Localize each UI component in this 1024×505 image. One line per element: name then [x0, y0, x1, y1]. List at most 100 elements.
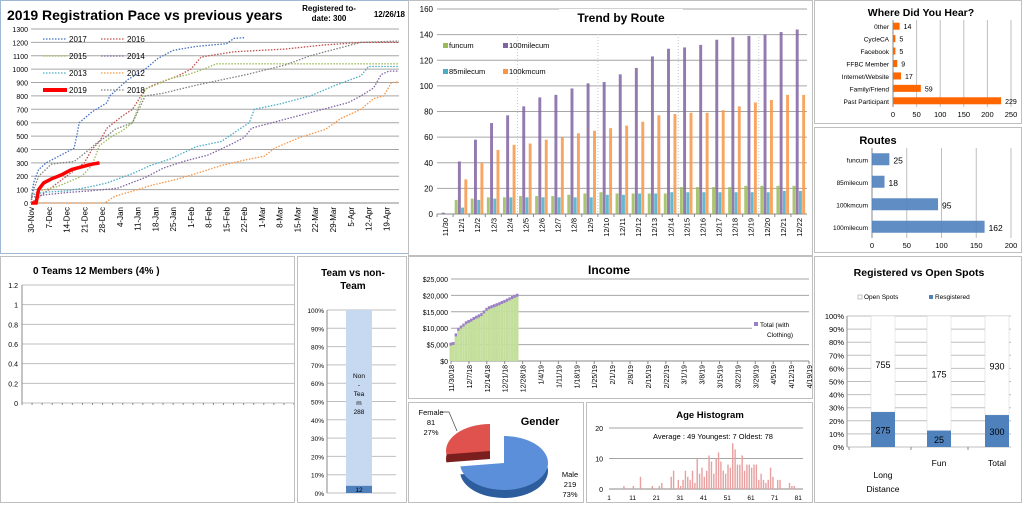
- bar-funcum: [470, 198, 474, 214]
- histogram-bar: [713, 473, 715, 489]
- female-leader-line: [442, 411, 458, 432]
- legend-backdrop: [752, 317, 810, 341]
- bar-funcum: [454, 199, 458, 214]
- histogram-bar: [791, 485, 793, 489]
- x-tick-label: 12/14: [666, 218, 675, 237]
- histogram-bar: [722, 470, 724, 489]
- series-line-2017: [30, 37, 245, 204]
- bar-85milecum: [766, 192, 770, 214]
- value-label: 5: [899, 49, 903, 56]
- income-marker: [464, 321, 468, 325]
- x-tick-label: 12/1: [457, 218, 466, 233]
- histogram-bar: [753, 464, 755, 489]
- x-tick-label: 11-Jan: [134, 207, 143, 231]
- y-tick-label: 40: [424, 159, 433, 168]
- bar-100milecum: [602, 82, 606, 214]
- bar-100milecum: [715, 39, 719, 214]
- histogram-bar: [696, 458, 698, 489]
- y-tick-label: 80%: [311, 345, 324, 352]
- y-tick-label: 0: [429, 210, 434, 219]
- income-marker: [490, 305, 493, 309]
- legend-label: Open Spots: [864, 294, 899, 301]
- legend-swatch-registered: [929, 295, 933, 299]
- legend-label: 2014: [127, 52, 145, 61]
- x-tick-label: 200: [1005, 241, 1018, 250]
- y-tick-label: 60: [424, 133, 433, 142]
- bar-100kmcum: [786, 94, 790, 214]
- income-marker: [462, 323, 465, 327]
- histogram-bar: [703, 476, 706, 489]
- x-tick-label: 2/15/19: [646, 365, 653, 388]
- chart-title: Where Did You Hear?: [868, 7, 974, 19]
- bar-funcum: [535, 196, 539, 214]
- chart-title: Gender: [521, 416, 560, 428]
- value-label: 59: [925, 86, 933, 93]
- bar-100kmcum: [737, 106, 741, 214]
- value-label: 17: [905, 74, 913, 81]
- bar-open-2: [984, 315, 1010, 416]
- x-tick-label: 15-Mar: [293, 207, 302, 233]
- y-tick-label: 1100: [13, 54, 28, 61]
- x-tick-label: 12/20: [763, 218, 772, 237]
- x-tick-label: 3/15/19: [718, 365, 725, 388]
- x-tick-label: 3/29/19: [753, 365, 760, 388]
- x-tick-label: 12/3: [489, 218, 498, 233]
- x-tick-label: 1-Mar: [258, 207, 267, 228]
- male-label: 219: [564, 480, 577, 489]
- legend-label: 2012: [127, 69, 145, 78]
- legend-label: funcum: [449, 41, 474, 50]
- income-marker: [492, 304, 496, 308]
- category-label: Family/Friend: [850, 86, 890, 93]
- y-tick-label: 1200: [12, 40, 28, 47]
- x-tick-label: 4/12/19: [789, 365, 796, 388]
- bar-85milecum: [750, 192, 754, 214]
- bar-funcum: [872, 153, 890, 166]
- y-tick-label: 700: [16, 107, 28, 114]
- y-tick-label: 1: [14, 303, 18, 310]
- bar-funcum: [663, 193, 667, 214]
- x-tick-label: 1/11/19: [556, 365, 563, 388]
- histogram-bar: [710, 461, 713, 489]
- x-tick-label: 0: [870, 241, 874, 250]
- bar-85milecum: [718, 192, 722, 214]
- category-label: 85milecum: [837, 180, 868, 187]
- x-tick-label: 11/30: [441, 218, 450, 236]
- category-label: 100milecum: [833, 225, 868, 232]
- x-tick-label: 11/30/18: [449, 365, 456, 392]
- bar-100milecum: [634, 67, 638, 214]
- bar-100milecum: [795, 29, 799, 214]
- bar-other: [893, 22, 900, 30]
- y-tick-label: 10%: [311, 473, 324, 480]
- y-tick-label: 30%: [311, 436, 324, 443]
- bar-100milecum: [586, 83, 590, 214]
- bar-100kmcum: [705, 112, 709, 214]
- histogram-bar: [682, 479, 684, 489]
- income-bar: [510, 298, 514, 361]
- income-bar: [508, 299, 511, 361]
- registered-annotation-line1: Registered to-: [302, 4, 356, 13]
- x-tick-label: 12/17: [715, 218, 724, 237]
- y-tick-label: 0: [599, 487, 603, 494]
- income-bar: [472, 319, 476, 361]
- y-tick-label: 1000: [12, 67, 28, 74]
- bar-100milecum: [763, 34, 767, 214]
- y-tick-label: 90%: [829, 325, 844, 334]
- y-tick-label: $15,000: [423, 310, 448, 317]
- histogram-bar: [689, 479, 691, 489]
- bar-funcum: [486, 197, 490, 214]
- bar-100milecum: [554, 94, 558, 214]
- x-tick-label: 28-Dec: [98, 207, 107, 233]
- bar-100kmcum: [593, 130, 596, 214]
- trend-chart-panel: 0 20 40 60 80 100 120 140 160 11/30 12/1 12/2 12/3 12…: [408, 0, 813, 256]
- income-bar: [480, 315, 483, 361]
- open-value-label: 175: [931, 369, 946, 379]
- bar-85milecum: [541, 197, 545, 214]
- legend-label: 2016: [127, 35, 145, 44]
- histogram-bar: [724, 473, 727, 489]
- legend-label: 2017: [69, 35, 87, 44]
- bar-100kmcum: [496, 149, 500, 214]
- pie-slice-female: [446, 424, 490, 455]
- income-bar: [500, 302, 504, 361]
- income-marker: [487, 306, 491, 310]
